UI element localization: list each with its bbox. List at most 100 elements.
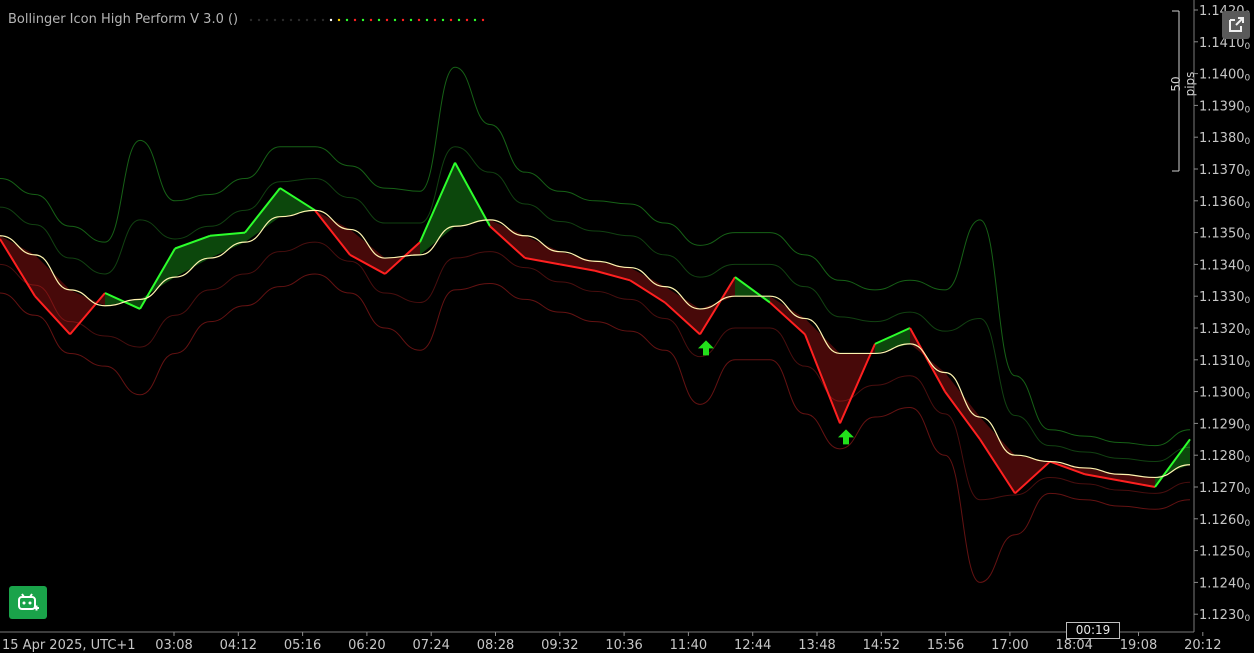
- legend-dot: [354, 18, 357, 21]
- legend-dot: [298, 18, 301, 21]
- price-tick-label: 1.13400: [1199, 258, 1251, 274]
- price-fill-segment: [245, 188, 280, 243]
- price-tick-label: 1.13300: [1199, 290, 1251, 306]
- price-tick-label: 1.12500: [1199, 545, 1251, 561]
- price-segment: [0, 238, 36, 297]
- legend-dot: [450, 18, 453, 21]
- price-segment: [874, 327, 911, 345]
- price-segment: [769, 301, 806, 336]
- buy-arrow-icon: [838, 429, 854, 445]
- legend-dot: [330, 18, 333, 21]
- price-tick-label: 1.12400: [1199, 576, 1251, 592]
- price-fill-segment: [210, 232, 245, 259]
- indicator-color-dots: [250, 18, 485, 21]
- date-label: 15 Apr 2025, UTC+1: [2, 638, 136, 653]
- current-time-badge: 00:19: [1066, 622, 1120, 639]
- trading-bot-icon: [18, 593, 39, 611]
- price-tick-label: 1.12300: [1199, 608, 1251, 624]
- upper-band-inner: [0, 146, 1191, 463]
- price-segment: [1154, 438, 1191, 488]
- price-fill-segment: [665, 286, 700, 335]
- price-segment: [174, 234, 211, 250]
- price-fill-segment: [1085, 467, 1120, 481]
- external-link-icon: [1229, 17, 1244, 32]
- price-tick-label: 1.12900: [1199, 417, 1251, 433]
- price-tick-label: 1.12700: [1199, 481, 1251, 497]
- price-segment: [454, 162, 491, 227]
- legend-dot: [394, 18, 397, 21]
- legend-dot: [274, 18, 277, 21]
- price-segment: [664, 301, 701, 336]
- price-fill-segment: [980, 417, 1015, 494]
- legend-dot: [386, 18, 389, 21]
- time-tick-label: 20:12: [1184, 638, 1221, 653]
- price-series: [0, 162, 1191, 495]
- price-fill-segment: [280, 188, 315, 217]
- price-fill-segment: [1015, 455, 1050, 494]
- buy-arrow-icon: [698, 340, 714, 356]
- legend-dot: [434, 18, 437, 21]
- legend-dot: [402, 18, 405, 21]
- time-tick-label: 12:44: [734, 638, 771, 653]
- price-segment: [804, 333, 841, 424]
- price-tick-label: 1.13700: [1199, 163, 1251, 179]
- price-segment: [944, 391, 981, 440]
- price-tick-label: 1.12600: [1199, 513, 1251, 529]
- price-segment: [1049, 460, 1086, 476]
- price-segment: [1084, 473, 1121, 482]
- legend-dot: [258, 18, 261, 21]
- price-tick-label: 1.13100: [1199, 354, 1251, 370]
- price-segment: [734, 276, 771, 304]
- legend-dot: [370, 18, 373, 21]
- price-segment: [104, 292, 141, 310]
- time-tick-label: 18:04: [1055, 638, 1092, 653]
- time-tick-label: 06:20: [348, 638, 385, 653]
- price-axis[interactable]: 1.142001.141001.140001.139001.138001.137…: [1194, 4, 1251, 624]
- time-tick-label: 10:36: [605, 638, 642, 653]
- legend-dot: [426, 18, 429, 21]
- time-axis[interactable]: 15 Apr 2025, UTC+1 03:08 04:12 05:16 06:20 0…: [2, 632, 1222, 653]
- legend-dot: [378, 18, 381, 21]
- price-fill-segment: [350, 229, 385, 274]
- pips-scale-label: 50 pips: [1169, 71, 1197, 97]
- legend-dot: [314, 18, 317, 21]
- legend-dot: [266, 18, 269, 21]
- legend-dot: [442, 18, 445, 21]
- legend-dot: [466, 18, 469, 21]
- legend-dot: [282, 18, 285, 21]
- price-segment: [699, 276, 736, 335]
- price-tick-label: 1.14000: [1199, 68, 1251, 84]
- time-tick-label: 08:28: [477, 638, 514, 653]
- lower-band-outer: [0, 273, 1191, 583]
- pips-bracket: [1172, 10, 1180, 172]
- indicator-title-text: Bollinger Icon High Perform V 3.0 (): [8, 12, 239, 27]
- time-tick-label: 19:08: [1120, 638, 1157, 653]
- bollinger-bands: [0, 66, 1191, 583]
- indicator-title[interactable]: Bollinger Icon High Perform V 3.0 (): [8, 12, 498, 27]
- signal-arrows: [698, 340, 854, 445]
- time-tick-label: 15:56: [927, 638, 964, 653]
- price-segment: [489, 225, 526, 259]
- time-tick-label: 04:12: [220, 638, 257, 653]
- price-segment: [524, 257, 561, 266]
- price-tick-label: 1.14100: [1199, 36, 1251, 52]
- time-tick-label: 17:00: [991, 638, 1028, 653]
- expand-chart-button[interactable]: [1222, 11, 1250, 39]
- time-tick-label: 03:08: [155, 638, 192, 653]
- legend-dot: [306, 18, 309, 21]
- legend-dot: [418, 18, 421, 21]
- price-fill-segment: [805, 318, 840, 424]
- time-tick-label: 07:24: [412, 638, 449, 653]
- legend-dot: [322, 18, 325, 21]
- legend-dot: [362, 18, 365, 21]
- time-tick-label: 05:16: [284, 638, 321, 653]
- price-segment: [69, 292, 106, 336]
- price-segment: [209, 231, 246, 237]
- price-segment: [244, 187, 281, 234]
- price-segment: [979, 438, 1016, 494]
- time-tick-label: 09:32: [541, 638, 578, 653]
- price-fill-segment: [945, 372, 980, 440]
- price-tick-label: 1.13000: [1199, 386, 1251, 402]
- trading-bot-button[interactable]: [9, 586, 47, 619]
